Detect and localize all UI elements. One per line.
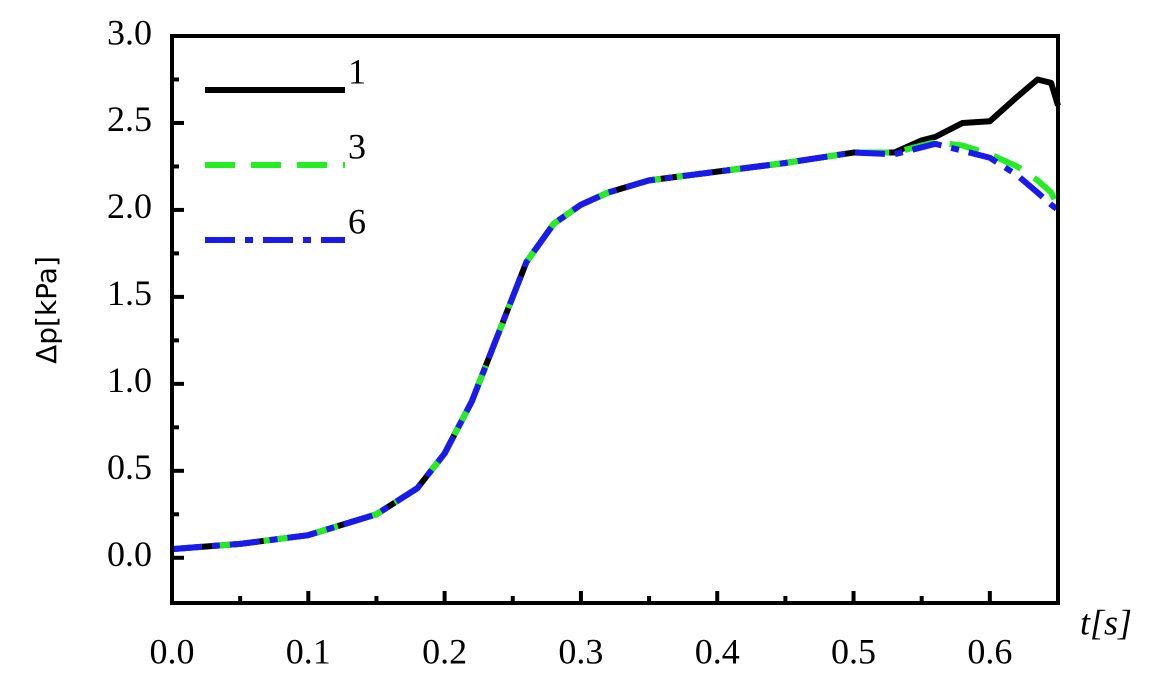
legend-label: 6 [348, 201, 366, 241]
legend-label: 1 [348, 51, 366, 91]
line-series [171, 76, 1061, 553]
x-tick-label: 0.4 [695, 631, 740, 671]
y-tick-label: 1.5 [107, 273, 152, 313]
legend-label: 3 [348, 126, 366, 166]
y-axis-label: Δp[kPa] [30, 256, 63, 364]
line-series [171, 139, 1061, 553]
y-tick-label: 3.0 [107, 12, 152, 52]
x-tick-label: 0.3 [558, 631, 603, 671]
x-tick-label: 0.0 [150, 631, 195, 671]
y-tick-label: 1.0 [107, 360, 152, 400]
x-tick-label: 0.2 [422, 631, 467, 671]
x-tick-label: 0.1 [286, 631, 331, 671]
plot-frame [170, 34, 1060, 605]
y-tick-label: 2.5 [107, 99, 152, 139]
y-tick-label: 0.0 [107, 534, 152, 574]
x-tick-label: 0.5 [831, 631, 876, 671]
x-tick-label: 0.6 [967, 631, 1012, 671]
y-tick-label: 0.5 [107, 447, 152, 487]
line-series [171, 140, 1060, 553]
x-axis-label: t[s] [1080, 602, 1132, 642]
y-tick-label: 2.0 [107, 186, 152, 226]
